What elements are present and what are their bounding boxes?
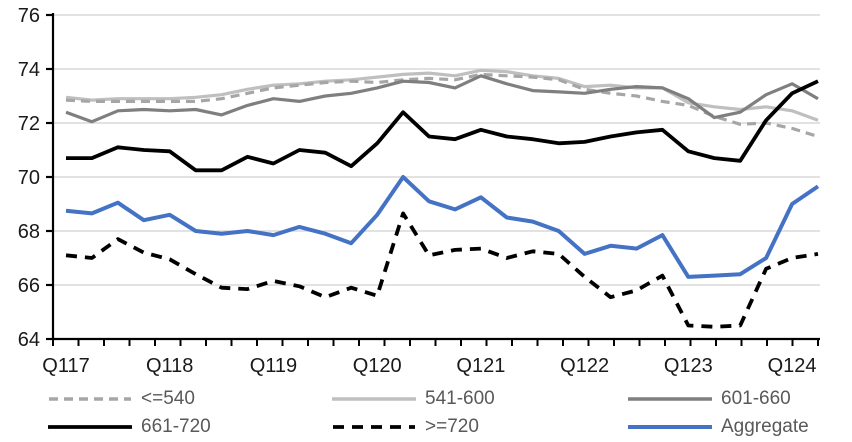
x-tick-label: Q118	[146, 355, 193, 377]
x-tick-label: Q124	[768, 355, 817, 377]
legend-swatch-lte540	[49, 397, 131, 401]
legend-swatch-gte720	[333, 425, 415, 429]
x-tick-label: Q120	[353, 355, 402, 377]
chart-legend: <=540 541-600 601-660 661-720 >=720 Aggr…	[0, 385, 852, 442]
legend-item-601-660: 601-660	[628, 387, 791, 411]
y-tick-label: 76	[18, 5, 40, 27]
series-line-601660	[65, 74, 819, 124]
y-tick-label: 70	[18, 167, 40, 189]
series-line-720	[65, 211, 819, 329]
y-tick-label: 66	[18, 275, 40, 297]
legend-label: <=540	[141, 388, 195, 409]
chart-canvas: 64 66 68 70 72 74 76 Q117 Q118 Q119 Q120 Q121 Q122 Q1…	[18, 5, 820, 377]
legend-swatch-aggregate	[628, 425, 712, 429]
legend-label: >=720	[425, 416, 479, 437]
line-chart: 64 66 68 70 72 74 76 Q117 Q118 Q119 Q120 Q121 Q122 Q1…	[18, 5, 820, 377]
legend-item-aggregate: Aggregate	[628, 415, 809, 439]
x-tick-label: Q117	[42, 355, 89, 377]
legend-swatch-661-720	[48, 425, 132, 429]
series-line-661720	[66, 79, 819, 173]
y-tick-label: 74	[18, 59, 40, 81]
legend-item-lte540: <=540	[48, 387, 195, 411]
legend-item-gte720: >=720	[332, 415, 479, 439]
legend-item-661-720: 661-720	[48, 415, 211, 439]
legend-label: 661-720	[141, 416, 211, 437]
x-tick-label: Q123	[664, 355, 713, 377]
legend-label: 541-600	[425, 388, 495, 409]
legend-item-541-600: 541-600	[332, 387, 495, 411]
series-line-540	[65, 72, 819, 139]
y-tick-label: 64	[18, 329, 40, 351]
x-tick-label: Q121	[456, 355, 505, 377]
legend-swatch-601-660	[628, 397, 712, 401]
legend-label: Aggregate	[721, 416, 809, 437]
series-line-Aggregate	[65, 175, 820, 279]
legend-swatch-541-600	[332, 397, 416, 401]
x-tick-label: Q122	[560, 355, 609, 377]
y-tick-label: 68	[18, 221, 40, 243]
x-tick-label: Q119	[250, 355, 297, 377]
legend-label: 601-660	[721, 388, 791, 409]
y-tick-label: 72	[18, 113, 40, 135]
